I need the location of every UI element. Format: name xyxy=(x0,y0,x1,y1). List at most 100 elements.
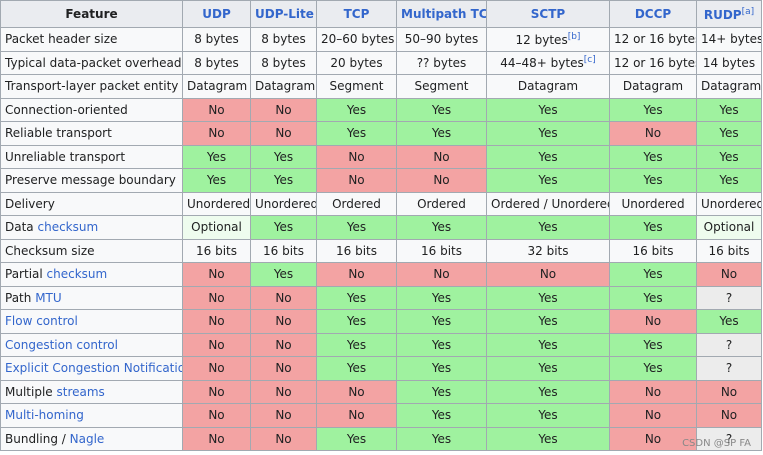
column-link[interactable]: Multipath TCP xyxy=(401,7,486,21)
label-link[interactable]: Explicit Congestion Notification xyxy=(5,361,183,376)
cell-text: 12 or 16 bytes xyxy=(614,55,697,70)
cell-text: Optional xyxy=(703,220,755,235)
value-cell: No xyxy=(182,356,251,381)
label-link[interactable]: checksum xyxy=(46,267,108,282)
feature-label: Reliable transport xyxy=(0,121,183,146)
label-link[interactable]: Flow control xyxy=(5,314,78,329)
value-cell: No xyxy=(250,97,317,122)
cell-text: 16 bits xyxy=(263,243,304,258)
value-cell: 14 bytes xyxy=(696,50,762,75)
column-header: Multipath TCP xyxy=(396,0,487,28)
cell-text: Yes xyxy=(431,314,452,329)
label-link[interactable]: Multi-homing xyxy=(5,408,84,423)
label-link[interactable]: MTU xyxy=(35,290,62,305)
value-cell: Yes xyxy=(396,403,487,428)
column-link[interactable]: SCTP xyxy=(530,7,566,21)
cell-text: ? xyxy=(725,337,733,352)
feature-label: Multiple streams xyxy=(0,379,183,404)
column-link[interactable]: RUDP xyxy=(703,7,742,22)
feature-label: Data checksum xyxy=(0,215,183,240)
cell-text: Yes xyxy=(431,102,452,117)
label-text: Delivery xyxy=(5,196,55,211)
footnote[interactable]: [a] xyxy=(741,6,755,17)
cell-text: Yes xyxy=(431,337,452,352)
footnote[interactable]: [c] xyxy=(583,55,596,66)
value-cell: 20 bytes xyxy=(316,50,397,75)
cell-text: Yes xyxy=(643,361,663,376)
value-cell: Yes xyxy=(316,121,397,146)
value-cell: Yes xyxy=(696,97,762,122)
value-cell: No xyxy=(250,379,317,404)
cell-text: Yes xyxy=(273,149,294,164)
cell-text: 16 bits xyxy=(421,243,462,258)
cell-text: ? xyxy=(725,431,733,446)
cell-text: Yes xyxy=(643,290,663,305)
label-link[interactable]: Nagle xyxy=(69,431,105,446)
cell-text: 16 bits xyxy=(336,243,377,258)
footnote[interactable]: [b] xyxy=(567,31,581,42)
value-cell: No xyxy=(316,262,397,287)
value-cell: No xyxy=(182,379,251,404)
cell-text: Unordered xyxy=(187,196,251,211)
cell-text: 16 bits xyxy=(708,243,750,258)
value-cell: No xyxy=(182,262,251,287)
cell-text: Yes xyxy=(719,126,739,141)
value-cell: Yes xyxy=(609,97,697,122)
value-cell: No xyxy=(250,426,317,451)
cell-text: Yes xyxy=(538,384,558,399)
value-cell: Yes xyxy=(396,332,487,357)
value-cell: No xyxy=(250,356,317,381)
table-row: Bundling / Nagle No No Yes Yes Yes No? xyxy=(0,426,762,451)
cell-text: No xyxy=(644,431,662,446)
cell-text: No xyxy=(348,173,365,188)
value-cell: Yes xyxy=(182,168,251,193)
value-cell: Yes xyxy=(696,144,762,169)
value-cell: Yes xyxy=(316,332,397,357)
column-link[interactable]: TCP xyxy=(343,7,370,21)
column-link[interactable]: UDP-Lite xyxy=(255,7,314,21)
header-row: Feature UDP UDP-Lite TCP Multipath TCP SCTP DC… xyxy=(0,0,762,28)
value-cell: No xyxy=(250,403,317,428)
table-row: Connection-oriented No No Yes Yes Yes Yes Yes xyxy=(0,97,762,122)
label-text: Checksum size xyxy=(5,243,95,258)
cell-text: ?? bytes xyxy=(416,55,467,70)
label-link[interactable]: streams xyxy=(56,384,105,399)
value-cell: 16 bits xyxy=(609,238,697,263)
cell-text: 14+ bytes xyxy=(701,32,762,47)
label-text: Data xyxy=(5,220,34,235)
cell-text: No xyxy=(208,408,225,423)
value-cell: Yes xyxy=(396,215,487,240)
cell-text: No xyxy=(348,267,365,282)
column-header: UDP xyxy=(182,0,251,28)
cell-text: Yes xyxy=(538,408,558,423)
cell-text: Yes xyxy=(538,126,558,141)
feature-label: Transport-layer packet entity xyxy=(0,74,183,99)
cell-text: No xyxy=(275,290,292,305)
column-link[interactable]: DCCP xyxy=(634,7,672,21)
column-link[interactable]: UDP xyxy=(202,7,231,21)
value-cell: Yes xyxy=(486,309,610,334)
label-text: Unreliable transport xyxy=(5,149,126,164)
value-cell: No xyxy=(182,285,251,310)
label-link[interactable]: checksum xyxy=(37,220,99,235)
feature-label: Explicit Congestion Notification xyxy=(0,356,183,381)
value-cell: Unordered xyxy=(696,191,762,216)
value-cell: No xyxy=(182,121,251,146)
column-header: RUDP[a] xyxy=(696,0,762,28)
feature-label: Congestion control xyxy=(0,332,183,357)
value-cell: No xyxy=(182,332,251,357)
cell-text: Yes xyxy=(538,314,558,329)
cell-text: Datagram xyxy=(622,79,684,94)
value-cell: Optional xyxy=(696,215,762,240)
cell-text: ? xyxy=(725,361,733,376)
value-cell: Segment xyxy=(316,74,397,99)
value-cell: Yes xyxy=(486,168,610,193)
cell-text: Yes xyxy=(431,384,452,399)
label-link[interactable]: Congestion control xyxy=(5,337,118,352)
value-cell: Datagram xyxy=(486,74,610,99)
value-cell: Yes xyxy=(316,285,397,310)
value-cell: Ordered xyxy=(396,191,487,216)
cell-text: Yes xyxy=(431,126,452,141)
cell-text: 50–90 bytes xyxy=(404,32,479,47)
value-cell: No xyxy=(696,403,762,428)
